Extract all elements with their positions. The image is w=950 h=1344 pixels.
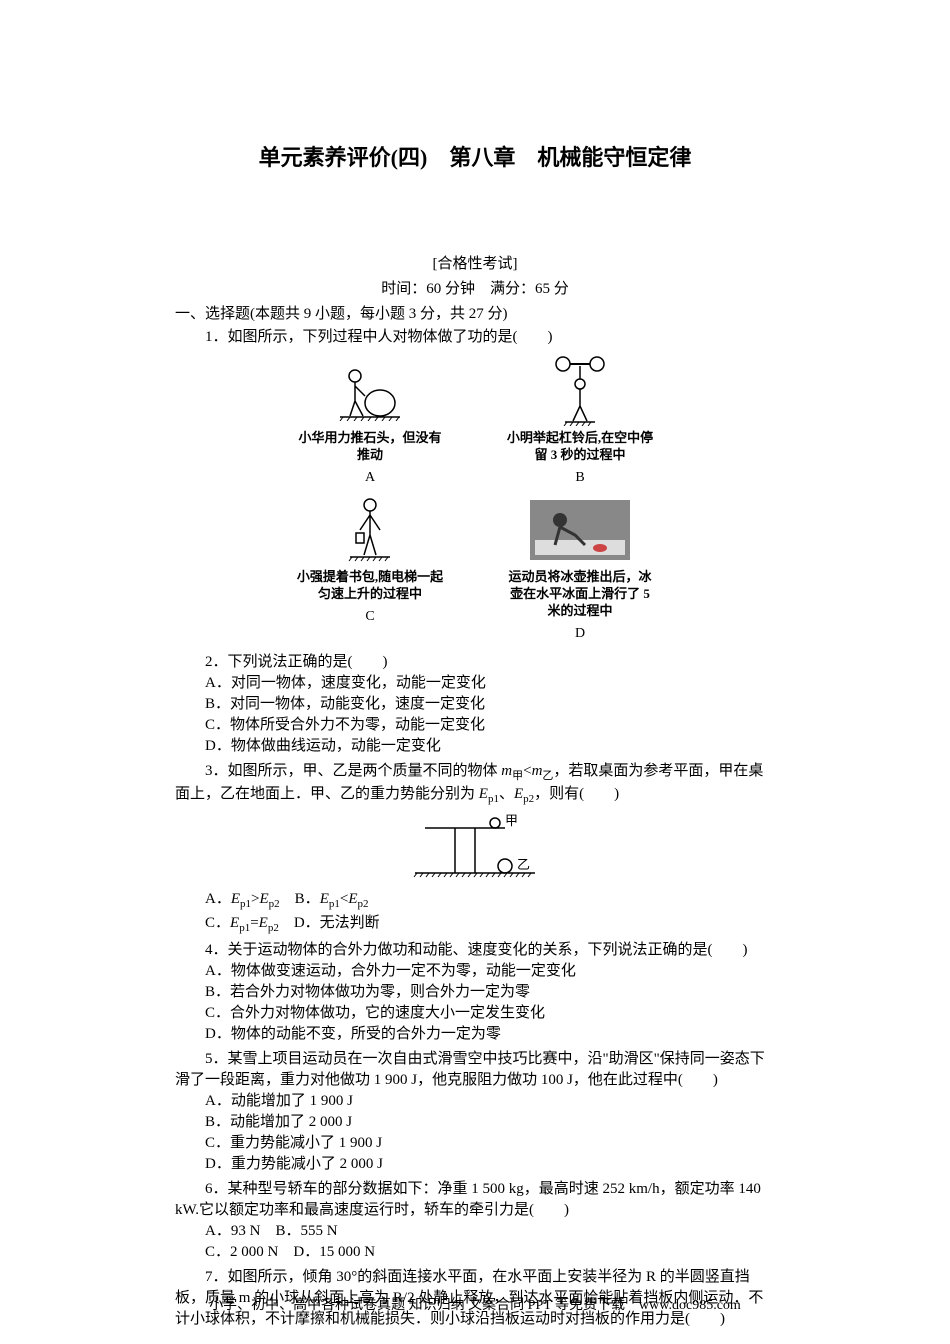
question-3-text: 3．如图所示，甲、乙是两个质量不同的物体 m甲<m乙，若取桌面为参考平面，甲在桌… (175, 761, 775, 808)
figure-b-caption: 小明举起杠铃后,在空中停留 3 秒的过程中 (505, 430, 655, 464)
question-6-text: 6．某种型号轿车的部分数据如下：净重 1 500 kg，最高时速 252 km/… (175, 1179, 775, 1221)
q3-text3: ，则有( ) (534, 786, 619, 802)
question-4-options: A．物体做变速运动，合外力一定不为零，动能一定变化 B．若合外力对物体做功为零，… (175, 961, 775, 1045)
q6-optCD: C．2 000 N D．15 000 N (175, 1242, 775, 1263)
figure-b-image (555, 356, 605, 426)
q4-optC: C．合外力对物体做功，它的速度大小一定发生变化 (175, 1003, 775, 1024)
question-1-text: 1．如图所示，下列过程中人对物体做了功的是( ) (175, 327, 775, 348)
q3-optD: D．无法判断 (294, 915, 380, 931)
question-1-figures-row1: 小华用力推石头，但没有推动 A 小明举起杠铃后,在空中停留 3 秒的过程中 B (175, 356, 775, 487)
section-header: 一、选择题(本题共 9 小题，每小题 3 分，共 27 分) (175, 302, 775, 323)
q3-text1: 3．如图所示，甲、乙是两个质量不同的物体 (205, 763, 501, 779)
q2-optB: B．对同一物体，动能变化，速度一定变化 (175, 694, 775, 715)
question-4-text: 4．关于运动物体的合外力做功和动能、速度变化的关系，下列说法正确的是( ) (175, 940, 775, 961)
figure-d-caption: 运动员将冰壶推出后，冰壶在水平冰面上滑行了 5 米的过程中 (505, 569, 655, 620)
q3-sub-jia: 甲 (512, 770, 523, 782)
q3-fig-label-jia: 甲 (505, 813, 518, 828)
q2-optA: A．对同一物体，速度变化，动能一定变化 (175, 673, 775, 694)
question-2-text: 2．下列说法正确的是( ) (175, 652, 775, 673)
question-5-text: 5．某雪上项目运动员在一次自由式滑雪空中技巧比赛中，沿"助滑区"保持同一姿态下滑… (175, 1049, 775, 1091)
q3-optB-prefix: B． (295, 891, 320, 907)
q4-optD: D．物体的动能不变，所受的合外力一定为零 (175, 1024, 775, 1045)
figure-d-label: D (575, 624, 585, 644)
figure-c-caption: 小强提着书包,随电梯一起匀速上升的过程中 (295, 569, 445, 603)
q3-m2: m (532, 763, 543, 779)
q3-fig-label-yi: 乙 (517, 857, 530, 872)
q5-optB: B．动能增加了 2 000 J (175, 1112, 775, 1133)
figure-a-label: A (365, 468, 375, 488)
q3-optA-prefix: A． (205, 891, 231, 907)
question-5-options: A．动能增加了 1 900 J B．动能增加了 2 000 J C．重力势能减小… (175, 1091, 775, 1175)
question-1: 1．如图所示，下列过程中人对物体做了功的是( ) 小华用力推石头，但没有推动 A (175, 327, 775, 644)
figure-b-label: B (575, 468, 584, 488)
question-3-options: A．Ep1>Ep2 B．Ep1<Ep2 C．Ep1=Ep2 D．无法判断 (175, 889, 775, 936)
figure-a-image (335, 356, 405, 426)
q3-optAB: A．Ep1>Ep2 B．Ep1<Ep2 (175, 889, 775, 912)
figure-a: 小华用力推石头，但没有推动 A (295, 356, 445, 487)
q4-optB: B．若合外力对物体做功为零，则合外力一定为零 (175, 982, 775, 1003)
q3-E1: E (479, 786, 488, 802)
figure-b: 小明举起杠铃后,在空中停留 3 秒的过程中 B (505, 356, 655, 487)
q3-E2: E (514, 786, 523, 802)
q3-optC-prefix: C． (205, 915, 230, 931)
page-title: 单元素养评价(四) 第八章 机械能守恒定律 (175, 140, 775, 172)
q3-m: m (501, 763, 512, 779)
q3-sub-p1: p1 (488, 793, 499, 805)
question-5: 5．某雪上项目运动员在一次自由式滑雪空中技巧比赛中，沿"助滑区"保持同一姿态下滑… (175, 1049, 775, 1175)
q3-sub-yi: 乙 (542, 770, 553, 782)
q2-optC: C．物体所受合外力不为零，动能一定变化 (175, 715, 775, 736)
question-1-figures-row2: 小强提着书包,随电梯一起匀速上升的过程中 C 运动员将冰壶推出后，冰壶在水平冰面… (175, 495, 775, 643)
q5-optD: D．重力势能减小了 2 000 J (175, 1154, 775, 1175)
exam-type: [合格性考试] (175, 252, 775, 273)
question-3: 3．如图所示，甲、乙是两个质量不同的物体 m甲<m乙，若取桌面为参考平面，甲在桌… (175, 761, 775, 937)
q2-optD: D．物体做曲线运动，动能一定变化 (175, 736, 775, 757)
figure-c: 小强提着书包,随电梯一起匀速上升的过程中 C (295, 495, 445, 643)
q3-sub-p2: p2 (523, 793, 534, 805)
q6-optAB: A．93 N B．555 N (175, 1221, 775, 1242)
question-6-options: A．93 N B．555 N C．2 000 N D．15 000 N (175, 1221, 775, 1263)
figure-c-label: C (365, 607, 374, 627)
question-6: 6．某种型号轿车的部分数据如下：净重 1 500 kg，最高时速 252 km/… (175, 1179, 775, 1263)
figure-d: 运动员将冰壶推出后，冰壶在水平冰面上滑行了 5 米的过程中 D (505, 495, 655, 643)
figure-a-caption: 小华用力推石头，但没有推动 (295, 430, 445, 464)
figure-d-image (530, 495, 630, 565)
question-2-options: A．对同一物体，速度变化，动能一定变化 B．对同一物体，动能变化，速度一定变化 … (175, 673, 775, 757)
question-4: 4．关于运动物体的合外力做功和动能、速度变化的关系，下列说法正确的是( ) A．… (175, 940, 775, 1045)
q5-optA: A．动能增加了 1 900 J (175, 1091, 775, 1112)
figure-c-image (340, 495, 400, 565)
page-footer: 小学、初中、高中各种试卷真题 知识归纳 文案合同 PPT 等免费下载 www.d… (0, 1294, 950, 1314)
question-3-figure: 甲 乙 (175, 813, 775, 883)
question-2: 2．下列说法正确的是( ) A．对同一物体，速度变化，动能一定变化 B．对同一物… (175, 652, 775, 757)
q3-optCD: C．Ep1=Ep2 D．无法判断 (175, 913, 775, 936)
q5-optC: C．重力势能减小了 1 900 J (175, 1133, 775, 1154)
time-score: 时间：60 分钟 满分：65 分 (175, 277, 775, 298)
q4-optA: A．物体做变速运动，合外力一定不为零，动能一定变化 (175, 961, 775, 982)
